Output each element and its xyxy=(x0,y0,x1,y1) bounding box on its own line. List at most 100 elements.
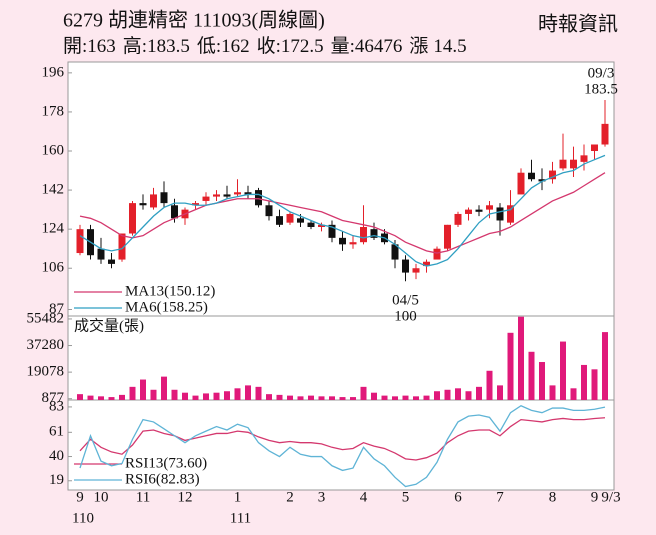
volume-bar xyxy=(434,391,440,400)
quote-value: 172.5 xyxy=(281,36,324,57)
y-tick-label: 83 xyxy=(49,398,64,414)
line xyxy=(79,172,606,254)
candle-body xyxy=(171,205,178,219)
volume-bar xyxy=(581,364,587,400)
quote-value: 183.5 xyxy=(147,36,190,57)
candle-body xyxy=(213,194,220,197)
volume-bar xyxy=(119,394,125,400)
y-tick-label: 19078 xyxy=(27,364,65,380)
x-tick-label: 7 xyxy=(496,489,504,505)
volume-bar xyxy=(413,396,419,400)
volume-bar xyxy=(77,394,83,400)
volume-bar xyxy=(318,396,325,400)
legend-label: MA6(158.25) xyxy=(125,299,208,315)
candle-body xyxy=(496,207,504,221)
candle-body xyxy=(402,259,409,273)
x-tick-label: 5 xyxy=(402,489,410,505)
volume-bar xyxy=(423,395,430,400)
candle-body xyxy=(202,196,210,201)
x-tick-label: 9 xyxy=(591,489,599,505)
y-tick-label: 178 xyxy=(42,103,65,119)
y-tick-label: 142 xyxy=(42,182,65,198)
candle-body xyxy=(192,203,199,206)
volume-bar xyxy=(549,385,556,400)
quote-label: 收: xyxy=(257,35,281,57)
volume-bar xyxy=(108,397,115,400)
candle-body xyxy=(465,209,472,214)
title: 6279 胡連精密 111093(周線圖) xyxy=(63,9,325,32)
y-tick-label: 19 xyxy=(49,472,64,488)
candle-body xyxy=(234,192,241,195)
x-tick-label: 11 xyxy=(136,489,150,505)
annotation-label: 09/3 xyxy=(588,65,615,81)
y-tick-label: 37280 xyxy=(27,337,65,353)
volume-bar xyxy=(371,392,377,400)
quote-value: 46476 xyxy=(355,36,403,57)
panel-title: 成交量(張) xyxy=(74,316,144,334)
volume-bar xyxy=(287,395,293,400)
volume-bar xyxy=(486,370,493,400)
quote-label: 量: xyxy=(331,36,355,57)
candle-body xyxy=(601,123,609,145)
candle-body xyxy=(349,242,357,245)
candle-body xyxy=(391,244,399,260)
quote-label: 漲 xyxy=(409,35,428,57)
volume-bar xyxy=(528,351,535,400)
volume-bar xyxy=(455,388,461,400)
candle-body xyxy=(255,190,262,206)
candle-body xyxy=(549,170,556,180)
line xyxy=(79,154,606,267)
candle-body xyxy=(507,205,514,223)
candle-body xyxy=(223,194,231,197)
volume-bar xyxy=(255,386,262,400)
candle-body xyxy=(580,155,588,162)
volume-bar xyxy=(360,386,367,400)
candle-body xyxy=(486,205,493,210)
x-tick-label: 2 xyxy=(286,489,294,505)
x-tick-label: 4 xyxy=(360,489,368,505)
volume-bar xyxy=(392,396,398,400)
y-tick-label: 160 xyxy=(42,142,65,158)
quote-label: 開: xyxy=(63,36,87,57)
candle-body xyxy=(454,213,462,225)
volume-bar xyxy=(98,396,104,400)
candle-body xyxy=(412,268,420,273)
candle-body xyxy=(328,224,336,238)
x-tick-label: 3 xyxy=(318,489,326,505)
volume-bar xyxy=(171,389,178,400)
candle-body xyxy=(160,192,168,204)
volume-bar xyxy=(497,385,503,400)
x-tick-label: 8 xyxy=(549,489,557,505)
volume-bar xyxy=(444,389,451,400)
candle-body xyxy=(570,159,577,169)
candle-body xyxy=(139,203,147,206)
candle-body xyxy=(129,203,136,234)
volume-bar xyxy=(129,386,136,400)
y-tick-label: 55482 xyxy=(27,310,65,326)
candle-body xyxy=(118,233,126,260)
quote-value: 162 xyxy=(221,36,250,57)
candle-body xyxy=(297,218,304,223)
candle-body xyxy=(433,248,441,260)
y-tick-label: 877 xyxy=(42,390,65,406)
candle-body xyxy=(339,237,346,245)
volume-bar xyxy=(507,332,514,400)
volume-bar xyxy=(266,394,272,400)
candle-body xyxy=(244,192,252,195)
x-tick-label: 9 xyxy=(76,489,84,505)
volume-bar xyxy=(350,397,356,400)
source: 時報資訊 xyxy=(538,13,618,36)
candle-body xyxy=(444,224,451,249)
quote-value: 14.5 xyxy=(433,36,466,57)
quote-label: 高: xyxy=(123,35,147,57)
volume-bar xyxy=(339,397,346,400)
candle-body xyxy=(307,222,315,227)
annotation-value: 100 xyxy=(394,309,417,325)
volume-bar xyxy=(539,362,545,400)
candle-body xyxy=(360,226,367,243)
candle-body xyxy=(517,172,525,195)
x-tick-label: 6 xyxy=(454,489,462,505)
volume-bar xyxy=(192,395,199,400)
year-label: 111 xyxy=(230,510,251,526)
